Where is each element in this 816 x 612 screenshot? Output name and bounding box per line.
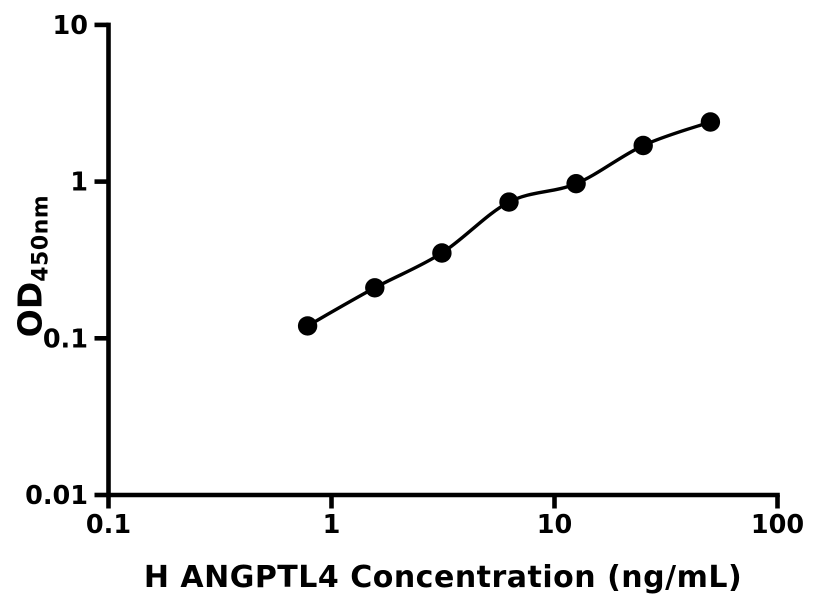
y-tick-label: 0.1 (43, 324, 88, 354)
data-point (297, 316, 318, 336)
data-point (700, 112, 721, 132)
y-tick-label: 10 (53, 11, 89, 41)
x-tick-label: 0.1 (86, 510, 131, 540)
y-axis-title-main: OD (10, 281, 50, 338)
x-tick-label: 10 (537, 510, 573, 540)
x-axis-title: H ANGPTL4 Concentration (ng/mL) (143, 560, 743, 595)
x-tick-label: 1 (323, 510, 341, 540)
data-point (633, 135, 653, 156)
fit-curve (306, 120, 711, 328)
y-tick-label: 1 (70, 168, 88, 198)
data-point (365, 278, 385, 298)
y-axis-title: OD450nm (10, 195, 54, 338)
y-axis-title-subscript: 450nm (28, 194, 54, 282)
data-point (499, 192, 519, 212)
y-tick-label: 0.01 (25, 481, 88, 511)
data-point (566, 174, 586, 194)
x-tick-label: 100 (751, 510, 804, 540)
data-point (432, 243, 452, 263)
